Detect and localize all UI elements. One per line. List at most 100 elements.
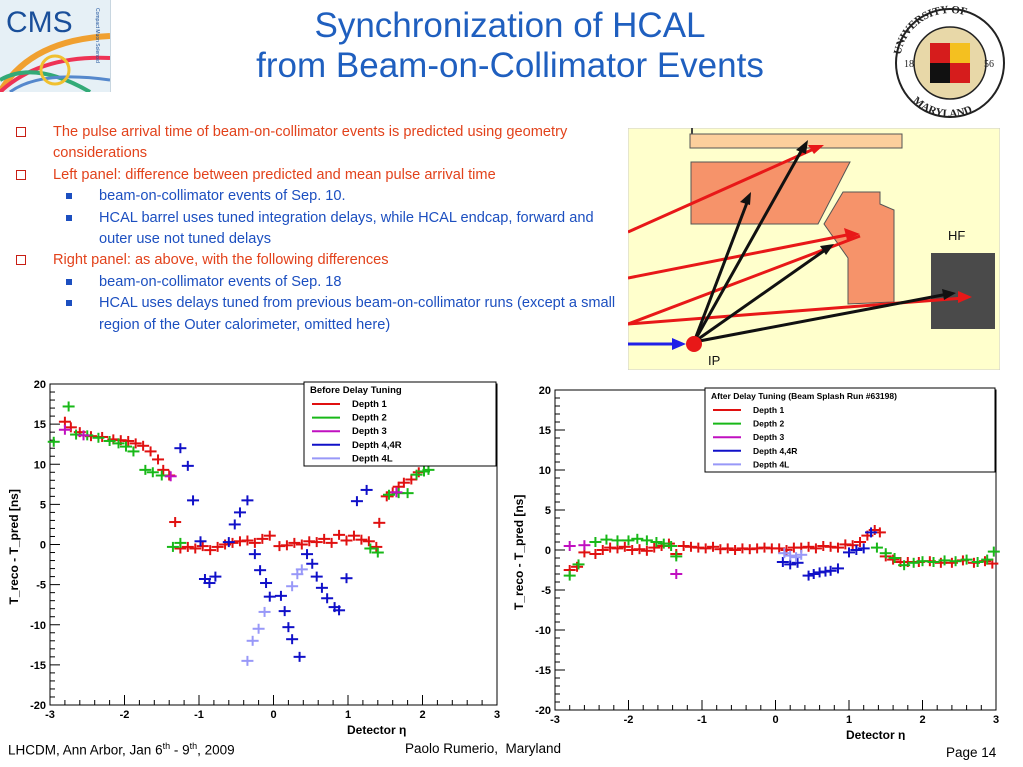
x-tick-label: -2 (624, 714, 634, 726)
x-tick-label: -2 (120, 709, 130, 721)
legend-label: Depth 4L (753, 459, 789, 469)
bullet-text: beam-on-collimator events of Sep. 18 (99, 273, 342, 290)
legend-box (704, 387, 996, 473)
square-bullet-icon (66, 278, 72, 285)
bullet-text: Left panel: difference between predicted… (53, 166, 496, 183)
x-axis-title: Detector η (347, 723, 406, 737)
y-tick-label: -10 (535, 625, 551, 637)
footer-page-number: Page 14 (946, 745, 997, 760)
series-depth-4-4r (776, 527, 878, 581)
y-tick-label: 10 (539, 465, 551, 477)
hf-label: HF (948, 228, 965, 243)
legend-label: Depth 3 (352, 426, 387, 437)
y-tick-label: 5 (40, 499, 46, 511)
footer-event-end: , 2009 (197, 742, 235, 758)
legend-label: Depth 1 (352, 399, 388, 410)
hf-block (931, 253, 995, 329)
geometry-diagram: HF IP (627, 127, 1001, 371)
y-tick-label: -5 (36, 580, 46, 592)
y-tick-label: -20 (30, 700, 46, 712)
black-prediction-arrows (692, 145, 949, 344)
bullet-item: Left panel: difference between predicted… (12, 165, 624, 186)
footer-event-sup1: th (162, 741, 171, 751)
slide-title: Synchronization of HCAL from Beam-on-Col… (150, 6, 870, 86)
collimator-bar (689, 133, 903, 149)
university-of-maryland-seal: UNIVERSITY OF MARYLAND 18 56 (884, 4, 1016, 120)
y-axis-title: T_reco - T_pred [ns] (512, 495, 526, 610)
legend-label: Depth 1 (753, 405, 784, 415)
sub-bullet-item: beam-on-collimator events of Sep. 18 (12, 272, 624, 293)
umd-logo-year-left: 18 (904, 59, 914, 70)
x-tick-label: -1 (697, 714, 707, 726)
cms-logo: CMS Compact Muon Solenoid (0, 0, 111, 92)
legend-label: Depth 2 (753, 419, 784, 429)
y-tick-label: -15 (30, 660, 46, 672)
x-tick-label: 3 (494, 709, 500, 721)
cms-logo-text: CMS (6, 6, 73, 39)
cms-logo-graphic: CMS Compact Muon Solenoid (0, 6, 110, 92)
y-tick-label: -10 (30, 620, 46, 632)
x-tick-label: 3 (993, 714, 999, 726)
series-depth-3 (563, 540, 683, 579)
legend-title: Before Delay Tuning (310, 385, 402, 396)
x-tick-label: 0 (772, 714, 778, 726)
x-tick-label: -3 (45, 709, 55, 721)
x-tick-label: 2 (419, 709, 425, 721)
bullet-text: beam-on-collimator events of Sep. 10. (99, 188, 346, 205)
hollow-square-bullet-icon (16, 127, 26, 137)
footer-event-sup2: th (189, 741, 198, 751)
y-axis-title: T_reco - T_pred [ns] (7, 489, 21, 604)
legend-label: Depth 3 (753, 432, 784, 442)
legend-label: Depth 4,4R (753, 446, 797, 456)
series-depth-2 (563, 533, 1000, 581)
x-tick-label: 1 (345, 709, 351, 721)
y-tick-label: -5 (541, 585, 551, 597)
series-depth-4l (241, 564, 308, 666)
y-tick-label: -20 (535, 705, 551, 717)
x-tick-label: 0 (270, 709, 276, 721)
chart-legend: After Delay Tuning (Beam Splash Run #631… (704, 387, 996, 473)
y-tick-label: 20 (34, 379, 46, 391)
slide-title-line2: from Beam-on-Collimator Events (256, 46, 764, 85)
bullet-text: Right panel: as above, with the followin… (53, 252, 389, 269)
series-depth-4l (778, 548, 808, 563)
cms-logo-caption: Compact Muon Solenoid (94, 8, 100, 63)
y-tick-label: 5 (545, 505, 551, 517)
square-bullet-icon (66, 300, 72, 307)
legend-box (303, 381, 497, 467)
y-tick-label: 0 (545, 545, 551, 557)
footer-author: Paolo Rumerio, Maryland (405, 741, 562, 756)
x-axis-title: Detector η (846, 728, 905, 740)
interaction-point (686, 336, 702, 352)
y-tick-label: 15 (539, 425, 551, 437)
x-tick-label: 1 (846, 714, 852, 726)
y-tick-label: 0 (40, 540, 46, 552)
bullet-text: HCAL uses delays tuned from previous bea… (99, 295, 616, 333)
square-bullet-icon (66, 214, 72, 221)
bullet-item: Right panel: as above, with the followin… (12, 250, 624, 271)
hollow-square-bullet-icon (16, 255, 26, 266)
y-tick-label: 15 (34, 419, 46, 431)
footer-event-text: LHCDM, Ann Arbor, Jan 6 (8, 742, 163, 758)
sub-bullet-item: beam-on-collimator events of Sep. 10. (12, 186, 624, 207)
sub-bullet-item: HCAL barrel uses tuned integration delay… (12, 208, 624, 251)
series-depth-1 (58, 416, 425, 556)
y-tick-label: -15 (535, 665, 551, 677)
legend-label: Depth 2 (352, 413, 387, 424)
footer-event: LHCDM, Ann Arbor, Jan 6th - 9th, 2009 (8, 741, 235, 758)
legend-title: After Delay Tuning (Beam Splash Run #631… (711, 391, 897, 401)
bullet-item: The pulse arrival time of beam-on-collim… (12, 122, 624, 165)
chart-legend: Before Delay Tuning Depth 1 Depth 2 Depth 3… (303, 381, 497, 467)
umd-logo-year-right: 56 (984, 59, 994, 70)
sub-bullet-item: HCAL uses delays tuned from previous bea… (12, 293, 624, 336)
x-tick-label: 2 (919, 714, 925, 726)
bullet-list: The pulse arrival time of beam-on-collim… (12, 122, 624, 336)
legend-label: Depth 4L (352, 453, 393, 464)
y-tick-label: 20 (539, 385, 551, 397)
series-depth-4-4r (174, 443, 373, 662)
bullet-text: HCAL barrel uses tuned integration delay… (99, 209, 594, 248)
series-depth-3 (58, 424, 403, 498)
